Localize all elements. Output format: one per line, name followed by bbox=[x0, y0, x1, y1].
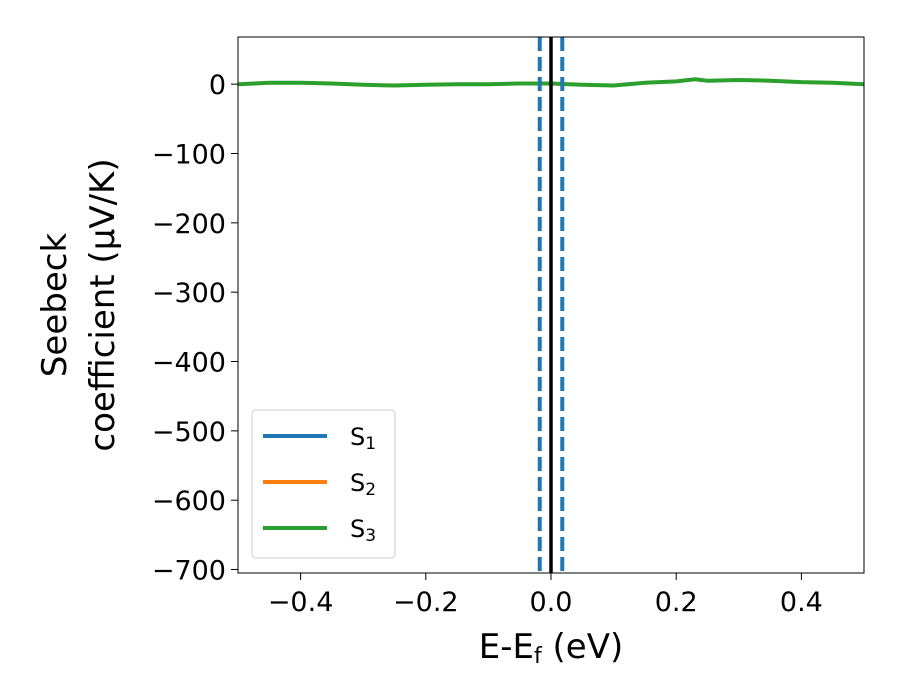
y-tick-label: 0 bbox=[209, 70, 226, 101]
legend-label-1: S1 bbox=[350, 423, 376, 454]
y-axis-ticks: 0 −100 −200 −300 −400 −500 −600 −700 bbox=[152, 70, 238, 587]
x-tick-label: 0.2 bbox=[655, 587, 698, 618]
plot-content bbox=[238, 37, 864, 573]
x-tick-label: 0.4 bbox=[780, 587, 823, 618]
series-line-3 bbox=[238, 77, 864, 88]
x-axis-ticks: −0.4 −0.2 0.0 0.2 0.4 bbox=[268, 573, 823, 618]
y-tick-label: −200 bbox=[152, 209, 226, 240]
legend-label-3: S3 bbox=[350, 515, 376, 546]
x-axis-label: E-Ef (eV) bbox=[479, 627, 624, 669]
x-tick-label: 0.0 bbox=[530, 587, 573, 618]
y-tick-label: −700 bbox=[152, 556, 226, 587]
x-tick-label: −0.4 bbox=[268, 587, 334, 618]
y-tick-label: −500 bbox=[152, 417, 226, 448]
y-tick-label: −100 bbox=[152, 139, 226, 170]
y-axis-label-line1: Seebeck bbox=[35, 233, 75, 378]
y-tick-label: −400 bbox=[152, 348, 226, 379]
plot-area bbox=[238, 37, 864, 573]
y-tick-label: −600 bbox=[152, 486, 226, 517]
x-tick-label: −0.2 bbox=[393, 587, 459, 618]
y-axis-label-line2: coefficient (μV/K) bbox=[83, 158, 123, 451]
y-axis-label: Seebeck coefficient (μV/K) bbox=[35, 158, 123, 451]
legend: S1 S2 S3 bbox=[251, 409, 396, 559]
legend-label-2: S2 bbox=[350, 469, 376, 500]
y-tick-label: −300 bbox=[152, 278, 226, 309]
